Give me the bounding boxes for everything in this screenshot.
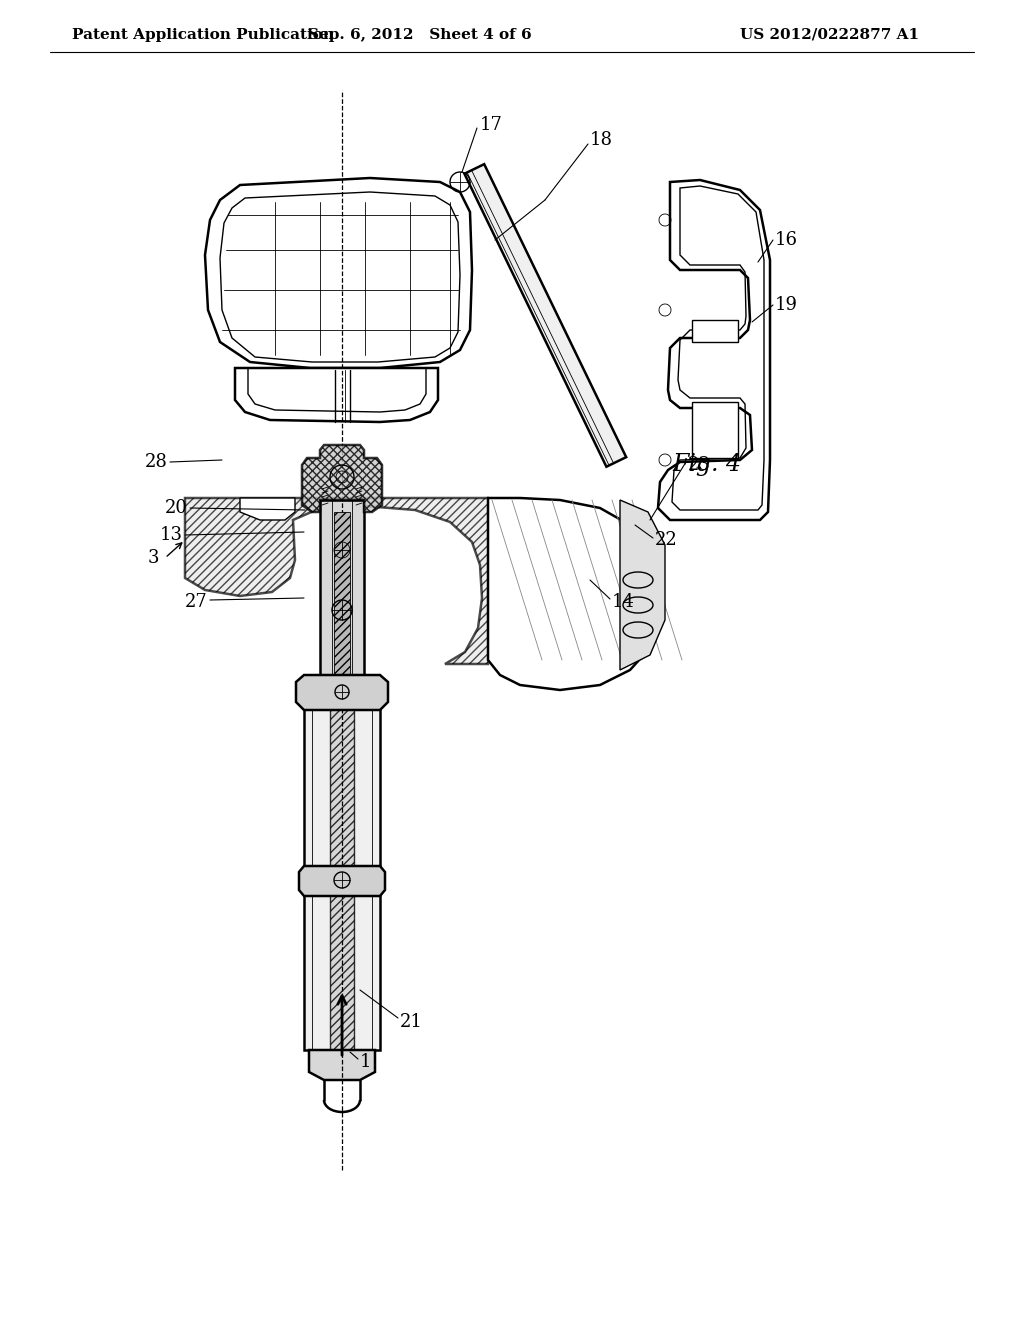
Text: 3: 3 <box>148 549 160 568</box>
Polygon shape <box>488 498 660 690</box>
Polygon shape <box>692 319 738 342</box>
Polygon shape <box>296 675 388 710</box>
Text: 16: 16 <box>775 231 798 249</box>
Polygon shape <box>205 178 472 368</box>
Polygon shape <box>692 403 738 458</box>
Text: 23: 23 <box>688 455 711 474</box>
Polygon shape <box>658 180 770 520</box>
Polygon shape <box>302 445 382 512</box>
Polygon shape <box>620 500 665 671</box>
Polygon shape <box>234 368 438 422</box>
Polygon shape <box>299 866 385 896</box>
Polygon shape <box>240 498 295 520</box>
Polygon shape <box>309 1049 375 1080</box>
Polygon shape <box>334 512 350 696</box>
Text: 14: 14 <box>612 593 635 611</box>
Text: 1: 1 <box>360 1053 372 1071</box>
Text: 18: 18 <box>590 131 613 149</box>
Text: 27: 27 <box>185 593 208 611</box>
Text: US 2012/0222877 A1: US 2012/0222877 A1 <box>740 28 920 42</box>
Text: 28: 28 <box>145 453 168 471</box>
Text: Fig. 4: Fig. 4 <box>672 454 741 477</box>
Polygon shape <box>465 164 627 467</box>
Polygon shape <box>185 498 496 664</box>
Text: Sep. 6, 2012   Sheet 4 of 6: Sep. 6, 2012 Sheet 4 of 6 <box>308 28 531 42</box>
Text: Patent Application Publication: Patent Application Publication <box>72 28 334 42</box>
Text: 22: 22 <box>655 531 678 549</box>
Text: 13: 13 <box>160 525 183 544</box>
Text: 19: 19 <box>775 296 798 314</box>
Text: 17: 17 <box>480 116 503 135</box>
Polygon shape <box>319 500 364 700</box>
Text: 20: 20 <box>165 499 187 517</box>
Polygon shape <box>304 696 380 1049</box>
Polygon shape <box>330 696 354 1049</box>
Text: 21: 21 <box>400 1012 423 1031</box>
